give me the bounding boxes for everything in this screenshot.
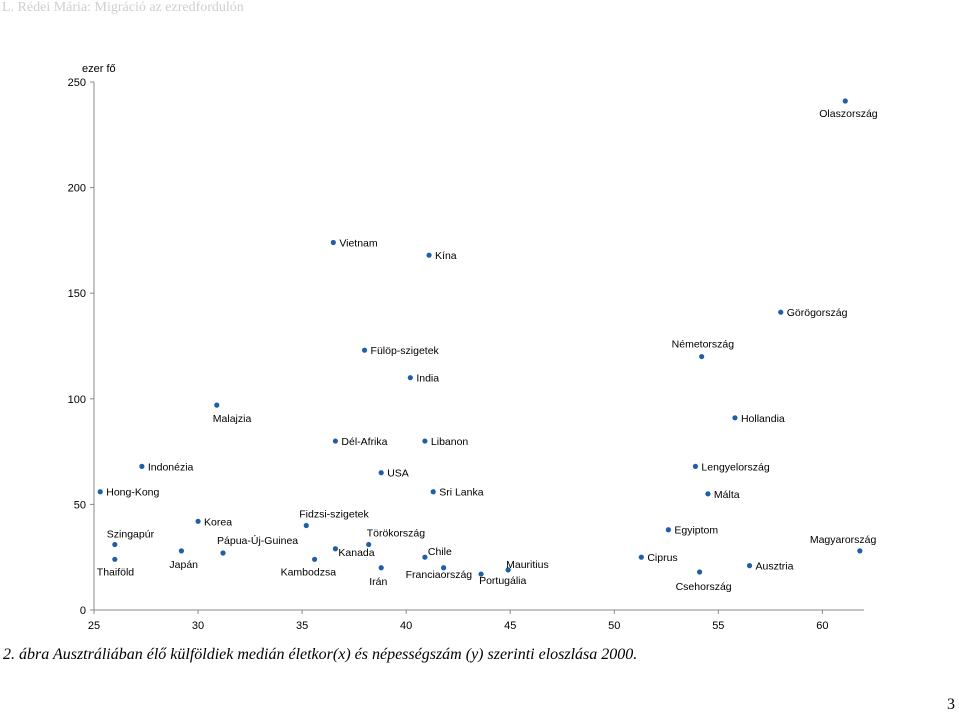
data-point	[311, 556, 318, 562]
data-point-label: Magyarország	[810, 534, 877, 546]
data-point	[332, 546, 339, 552]
x-tick-label: 60	[816, 620, 828, 632]
data-point-label: Olaszország	[819, 108, 878, 120]
y-tick-label: 200	[68, 183, 86, 195]
data-point-label: Portugália	[479, 575, 526, 587]
data-point-label: Hong-Kong	[106, 487, 159, 499]
data-point	[505, 567, 511, 573]
data-point-label: Lengyelország	[701, 461, 769, 473]
data-point	[97, 489, 103, 495]
data-point	[732, 415, 738, 421]
data-point-label: Thaiföld	[97, 566, 135, 578]
y-tick-label: 250	[68, 77, 86, 89]
data-point	[407, 375, 413, 381]
x-tick-label: 50	[608, 620, 620, 632]
y-tick-label: 50	[74, 499, 86, 511]
data-point-label: Ausztria	[756, 561, 794, 573]
data-point	[696, 569, 703, 575]
data-point-label: Szingapúr	[107, 529, 155, 541]
data-point	[426, 252, 432, 258]
data-point	[378, 565, 384, 571]
data-point	[842, 98, 848, 104]
data-point	[692, 463, 699, 469]
data-point	[139, 463, 145, 469]
data-point-label: Málta	[714, 489, 740, 501]
data-point-label: Fülöp-szigetek	[371, 345, 440, 357]
data-point	[430, 489, 436, 495]
x-tick-label: 55	[712, 620, 724, 632]
data-point-label: Malajzia	[213, 413, 252, 425]
data-point-label: Chile	[428, 546, 452, 558]
data-point-label: Libanon	[431, 436, 469, 448]
data-point	[178, 548, 185, 554]
y-axis-label: ezer fő	[82, 63, 116, 75]
data-point	[705, 491, 711, 497]
data-point	[778, 309, 784, 315]
data-point	[422, 554, 428, 560]
data-point	[112, 556, 118, 562]
data-point-label: Ciprus	[647, 552, 677, 564]
data-point-label: Franciaország	[406, 569, 473, 581]
data-point-label: Irán	[369, 576, 387, 588]
data-point	[214, 402, 220, 408]
data-point	[857, 548, 863, 554]
data-point-label: Dél-Afrika	[341, 436, 387, 448]
data-point-label: Sri Lanka	[439, 487, 484, 499]
data-point	[303, 522, 309, 529]
data-point	[366, 541, 372, 548]
data-point-label: Kambodzsa	[281, 566, 337, 578]
data-point-label: Egyiptom	[674, 525, 718, 537]
x-tick-label: 35	[296, 620, 308, 632]
data-point-label: Kína	[435, 250, 457, 262]
chart-points: Olaszország Vietnam Kína Görögország Fülöp-s…	[97, 98, 878, 593]
data-point	[478, 571, 484, 577]
x-tick-label: 45	[504, 620, 516, 632]
chart-axes: 0 50 100 150 200 250 25 30 35 40 45 50 55 60 ezer fő	[68, 63, 864, 632]
data-point-label: Törökország	[367, 528, 426, 540]
data-point-label: Mauritius	[506, 559, 549, 571]
data-point	[220, 550, 226, 556]
data-point-label: Vietnam	[339, 238, 378, 250]
x-tick-label: 40	[400, 620, 412, 632]
figure-caption: 2. ábra Ausztráliában élő külföldiek med…	[3, 646, 638, 663]
data-point-label: Korea	[204, 516, 232, 528]
data-point-label: India	[416, 373, 439, 385]
data-point-label: Kanada	[338, 547, 374, 559]
data-point-label: USA	[387, 468, 409, 480]
running-header: L. Rédei Mária: Migráció az ezredforduló…	[2, 0, 244, 15]
data-point	[441, 565, 447, 571]
data-point	[665, 527, 671, 533]
data-point	[699, 353, 705, 360]
x-tick-label: 30	[192, 620, 204, 632]
data-point	[746, 563, 753, 569]
x-tick-label: 25	[88, 620, 100, 632]
data-point-label: Csehország	[676, 581, 732, 593]
data-point-label: Németország	[672, 339, 735, 351]
data-point-label: Japán	[169, 559, 198, 571]
data-point-label: Fidzsi-szigetek	[299, 509, 369, 521]
data-point	[330, 239, 336, 246]
data-point	[361, 347, 368, 353]
data-point	[332, 438, 339, 444]
y-tick-label: 0	[80, 605, 86, 617]
data-point-label: Indonézia	[148, 461, 194, 473]
data-point-label: Hollandia	[741, 413, 785, 425]
data-point-label: Görögország	[787, 307, 848, 319]
data-point	[195, 518, 201, 524]
y-tick-label: 150	[68, 288, 86, 300]
page-number: 3	[947, 696, 955, 713]
y-tick-label: 100	[68, 394, 86, 406]
data-point	[378, 470, 384, 476]
data-point	[112, 541, 118, 548]
data-point	[422, 438, 428, 444]
data-point-label: Pápua-Új-Guinea	[217, 534, 298, 547]
scatter-chart: 0 50 100 150 200 250 25 30 35 40 45 50 55 60 ezer fő O…	[68, 63, 878, 632]
data-point	[638, 554, 644, 560]
